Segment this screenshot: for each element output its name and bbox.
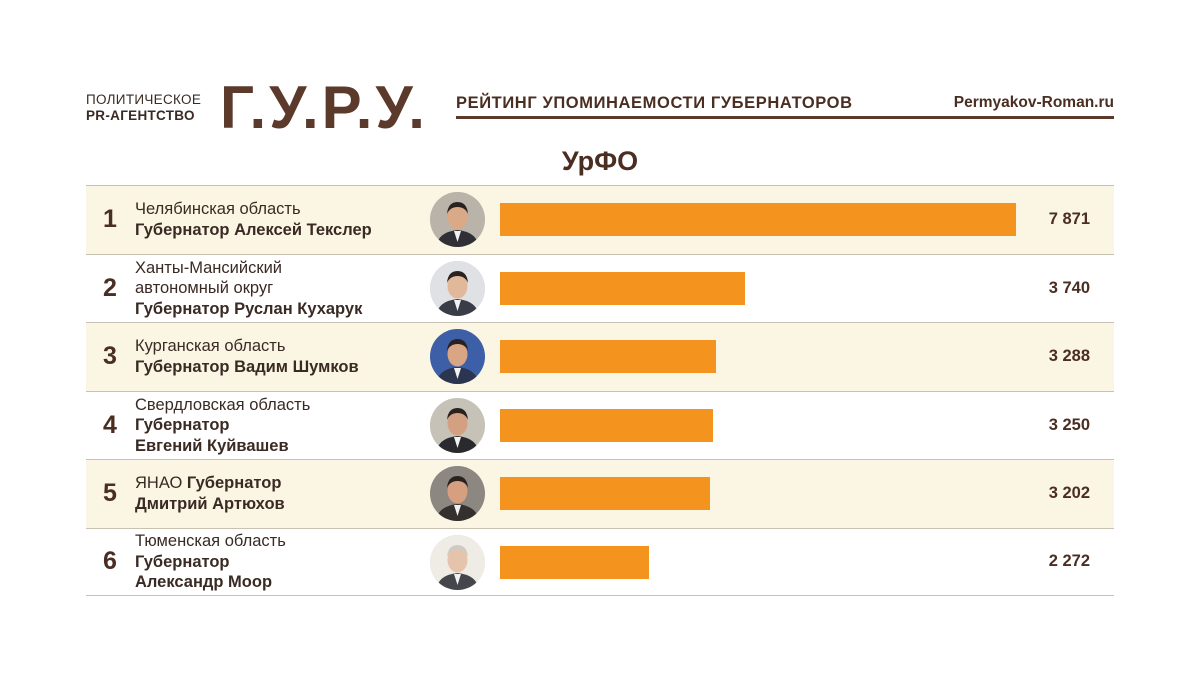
avatar-kukharuk xyxy=(430,260,485,316)
mention-count: 3 288 xyxy=(1048,347,1090,366)
governor-info: Свердловская область Губернатор Евгений Ку… xyxy=(135,392,435,460)
avatar-moor xyxy=(430,534,485,590)
avatar-teksler xyxy=(430,192,485,247)
agency-line1: ПОЛИТИЧЕСКОЕ xyxy=(86,92,202,107)
region-name-line: ЯНАО xyxy=(135,474,187,493)
governor-name-line: Губернатор Алексей Текслер xyxy=(135,220,372,239)
table-row: 6 Тюменская область Губернатор Александр Мо… xyxy=(86,527,1114,596)
mention-count: 3 202 xyxy=(1048,484,1090,503)
table-row: 3 Курганская область Губернатор Вадим Шумк… xyxy=(86,322,1114,391)
bar-track xyxy=(500,203,1016,236)
region-name-line: Челябинская область xyxy=(135,200,301,219)
header-rule xyxy=(456,116,1114,119)
table-row: 4 Свердловская область Губернатор Евгений К… xyxy=(86,390,1114,460)
mention-bar xyxy=(500,477,710,510)
governor-name-line: Александр Моор xyxy=(135,573,273,591)
mention-count: 2 272 xyxy=(1048,552,1090,571)
governor-name-line: Губернатор xyxy=(186,474,282,493)
governor-name-line: Губернатор xyxy=(135,552,230,571)
rank-number: 3 xyxy=(103,342,117,371)
mention-count: 3 740 xyxy=(1048,278,1090,297)
mention-count: 3 250 xyxy=(1048,415,1090,434)
rank-number: 4 xyxy=(103,410,117,439)
region-name-line: Свердловская область xyxy=(135,395,311,414)
region-name-line: Ханты-Мансийский xyxy=(135,258,283,277)
mention-bar xyxy=(500,203,1016,236)
rank-number: 5 xyxy=(103,479,117,508)
rating-title: РЕЙТИНГ УПОМИНАЕМОСТИ ГУБЕРНАТОРОВ xyxy=(456,94,853,112)
mention-bar xyxy=(500,340,716,373)
bar-track xyxy=(500,408,1016,442)
avatar-artyukhov xyxy=(430,466,485,521)
mention-count: 7 871 xyxy=(1048,210,1090,229)
governor-info: Тюменская область Губернатор Александр Моо… xyxy=(135,529,435,596)
governor-name-line: Губернатор Руслан Кухарук xyxy=(135,299,363,318)
region-name-line: автономный округ xyxy=(135,279,274,297)
site-link[interactable]: Permyakov-Roman.ru xyxy=(953,94,1114,111)
mention-bar xyxy=(500,271,746,305)
header: ПОЛИТИЧЕСКОЕ PR-АГЕНТСТВО Г.У.Р.У. РЕЙТИ… xyxy=(86,74,1114,141)
agency-label: ПОЛИТИЧЕСКОЕ PR-АГЕНТСТВО xyxy=(86,92,201,124)
mention-bar xyxy=(500,545,649,579)
table-row: 5 ЯНАО Губернатор Дмитрий Артюхов 3 202 xyxy=(86,459,1114,528)
bar-track xyxy=(500,545,1016,579)
governor-name-line: Губернатор Вадим Шумков xyxy=(135,357,359,376)
avatar-kuyvashev xyxy=(430,397,485,453)
agency-line2: PR-АГЕНТСТВО xyxy=(86,108,195,123)
table-row: 2 Ханты-Мансийский автономный округ Губерна… xyxy=(86,253,1114,323)
logo: Г.У.Р.У. xyxy=(220,74,428,141)
bar-track xyxy=(500,340,1016,373)
rank-number: 2 xyxy=(103,273,117,302)
governor-info: Челябинская область Губернатор Алексей Те… xyxy=(135,186,435,254)
governor-name-line: Дмитрий Артюхов xyxy=(135,494,285,513)
mention-bar xyxy=(500,408,714,442)
bar-track xyxy=(500,271,1016,305)
region-name-line: Курганская область xyxy=(135,337,286,356)
region-title: УрФО xyxy=(561,146,639,176)
governor-info: Ханты-Мансийский автономный округ Губернат… xyxy=(135,255,435,323)
governor-info: ЯНАО Губернатор Дмитрий Артюхов xyxy=(135,460,435,528)
rating-table: 1 Челябинская область Губернатор Алексей Т… xyxy=(86,185,1114,596)
rank-number: 1 xyxy=(103,205,117,234)
bar-track xyxy=(500,477,1016,510)
region-name-line: Тюменская область xyxy=(135,532,286,550)
governor-name-line: Евгений Куйвашев xyxy=(135,436,289,455)
rank-number: 6 xyxy=(103,547,117,576)
governor-name-line: Губернатор xyxy=(135,416,230,434)
governor-info: Курганская область Губернатор Вадим Шумко… xyxy=(135,323,435,391)
table-row: 1 Челябинская область Губернатор Алексей Т… xyxy=(86,185,1114,254)
avatar-shumkov xyxy=(430,329,485,384)
